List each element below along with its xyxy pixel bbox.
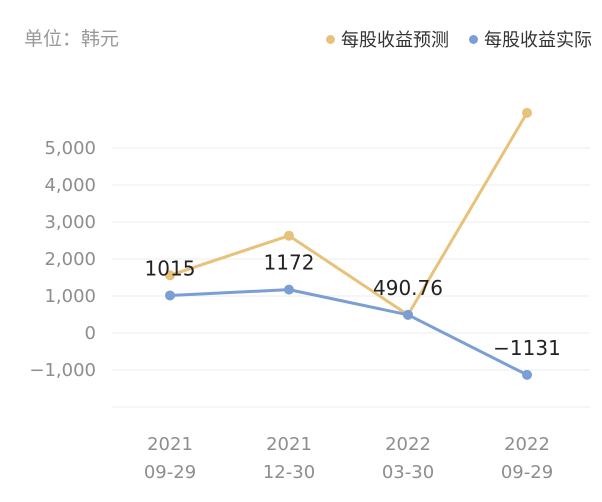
x-tick-label: 2021 xyxy=(266,434,312,455)
series-point-1 xyxy=(165,290,175,301)
x-tick-label: 03-30 xyxy=(382,462,434,483)
x-tick-label: 09-29 xyxy=(144,462,196,483)
y-tick-label: 0 xyxy=(85,323,96,344)
data-label: 490.76 xyxy=(373,276,443,300)
legend-label-actual: 每股收益实际 xyxy=(484,30,592,51)
series-point-0 xyxy=(284,230,294,241)
legend-label-forecast: 每股收益预测 xyxy=(341,30,449,51)
legend-dot-forecast xyxy=(326,34,335,44)
y-tick-label: 1,000 xyxy=(44,286,96,307)
legend: 每股收益预测 每股收益实际 xyxy=(326,26,592,52)
unit-label: 单位：韩元 xyxy=(24,28,120,50)
data-label: 1172 xyxy=(264,251,315,275)
series-line-1 xyxy=(169,288,528,377)
y-tick-label: −1,000 xyxy=(29,360,96,381)
series-point-1 xyxy=(403,309,413,320)
y-tick-label: 5,000 xyxy=(44,138,96,159)
legend-dot-actual xyxy=(469,34,478,44)
y-tick-label: 3,000 xyxy=(44,212,96,233)
y-tick-label: 2,000 xyxy=(44,249,96,270)
data-label: 1015 xyxy=(145,256,196,280)
series-point-1 xyxy=(284,284,294,295)
series-line-0 xyxy=(169,112,529,317)
x-tick-label: 12-30 xyxy=(263,462,315,483)
x-tick-label: 2022 xyxy=(504,434,550,455)
series-point-1 xyxy=(522,369,532,380)
x-tick-label: 09-29 xyxy=(501,462,553,483)
legend-item-forecast[interactable]: 每股收益预测 xyxy=(326,26,449,52)
data-label: −1131 xyxy=(493,336,561,360)
x-tick-label: 2022 xyxy=(385,434,431,455)
series-point-0 xyxy=(522,107,532,118)
series-point-0 xyxy=(165,270,175,281)
x-tick-label: 2021 xyxy=(147,434,193,455)
legend-item-actual[interactable]: 每股收益实际 xyxy=(469,26,592,52)
y-tick-label: 4,000 xyxy=(44,175,96,196)
